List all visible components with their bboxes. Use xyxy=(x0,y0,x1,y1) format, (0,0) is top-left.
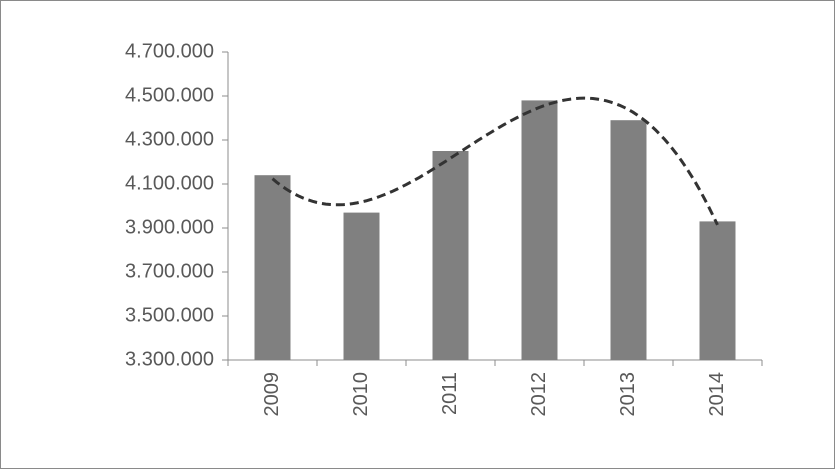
x-tick-label: 2010 xyxy=(350,372,372,417)
bar xyxy=(610,120,647,360)
bar xyxy=(432,151,469,360)
bar xyxy=(521,100,558,361)
bar xyxy=(343,212,380,360)
y-tick-label: 3.500.000 xyxy=(125,304,214,326)
y-tick-label: 3.900.000 xyxy=(125,216,214,238)
bar xyxy=(254,175,291,360)
trendline xyxy=(271,96,719,226)
x-tick-label: 2013 xyxy=(617,372,639,417)
x-tick-label: 2014 xyxy=(706,372,728,417)
x-tick-label: 2012 xyxy=(528,372,550,417)
x-tick-label: 2011 xyxy=(439,372,461,415)
y-tick-label: 3.300.000 xyxy=(125,348,214,370)
x-tick-label: 2009 xyxy=(261,372,283,417)
y-tick-label: 4.100.000 xyxy=(125,172,214,194)
y-tick-label: 4.300.000 xyxy=(125,128,214,150)
bar xyxy=(699,221,736,360)
y-tick-label: 4.500.000 xyxy=(125,84,214,106)
y-tick-label: 4.700.000 xyxy=(125,40,214,62)
y-tick-label: 3.700.000 xyxy=(125,260,214,282)
